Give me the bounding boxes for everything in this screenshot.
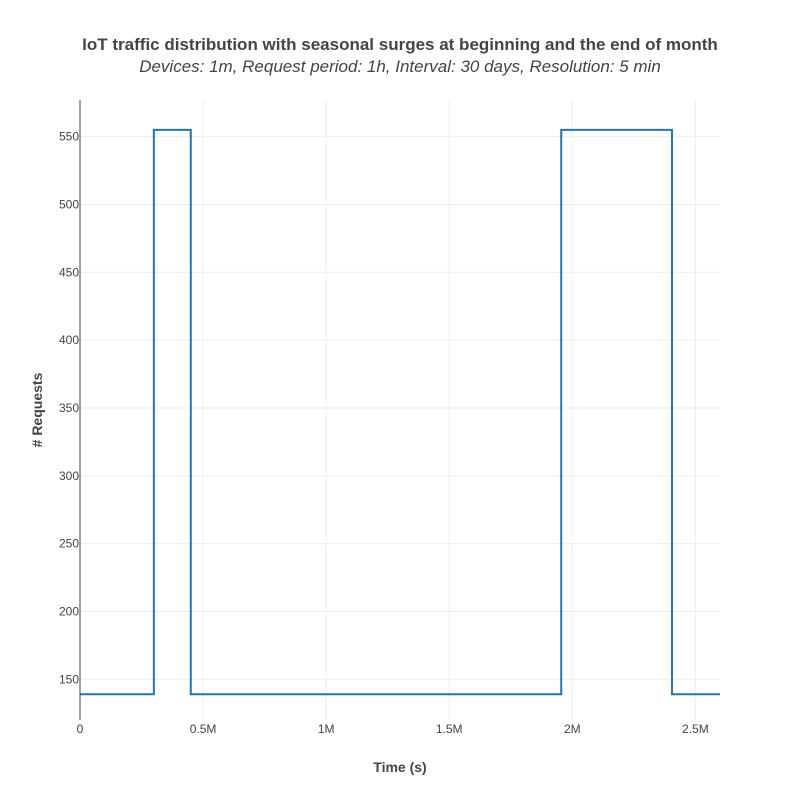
x-tick-label: 0.5M xyxy=(190,722,217,736)
y-tick-label: 500 xyxy=(59,197,79,211)
y-tick-label: 200 xyxy=(59,604,79,618)
x-tick-label: 1.5M xyxy=(436,722,463,736)
y-tick-label: 250 xyxy=(59,537,79,551)
y-axis-title: # Requests xyxy=(29,372,45,447)
tick-labels: 0 0.5M 1M 1.5M 2M 2.5M 150 200 250 300 350 400 450 50… xyxy=(59,130,709,736)
y-tick-label: 300 xyxy=(59,469,79,483)
series-line xyxy=(80,128,720,696)
y-tick-label: 550 xyxy=(59,130,79,144)
x-tick-label: 2M xyxy=(564,722,581,736)
x-axis-title: Time (s) xyxy=(373,759,426,775)
y-tick-label: 350 xyxy=(59,401,79,415)
y-tick-label: 400 xyxy=(59,333,79,347)
y-tick-label: 150 xyxy=(59,672,79,686)
x-tick-label: 1M xyxy=(318,722,335,736)
series-layer xyxy=(80,128,720,696)
grid xyxy=(80,100,720,720)
x-tick-label: 2.5M xyxy=(682,722,709,736)
chart-title: IoT traffic distribution with seasonal s… xyxy=(82,35,718,54)
chart-subtitle: Devices: 1m, Request period: 1h, Interva… xyxy=(139,57,661,76)
y-tick-label: 450 xyxy=(59,265,79,279)
x-tick-label: 0 xyxy=(77,722,84,736)
